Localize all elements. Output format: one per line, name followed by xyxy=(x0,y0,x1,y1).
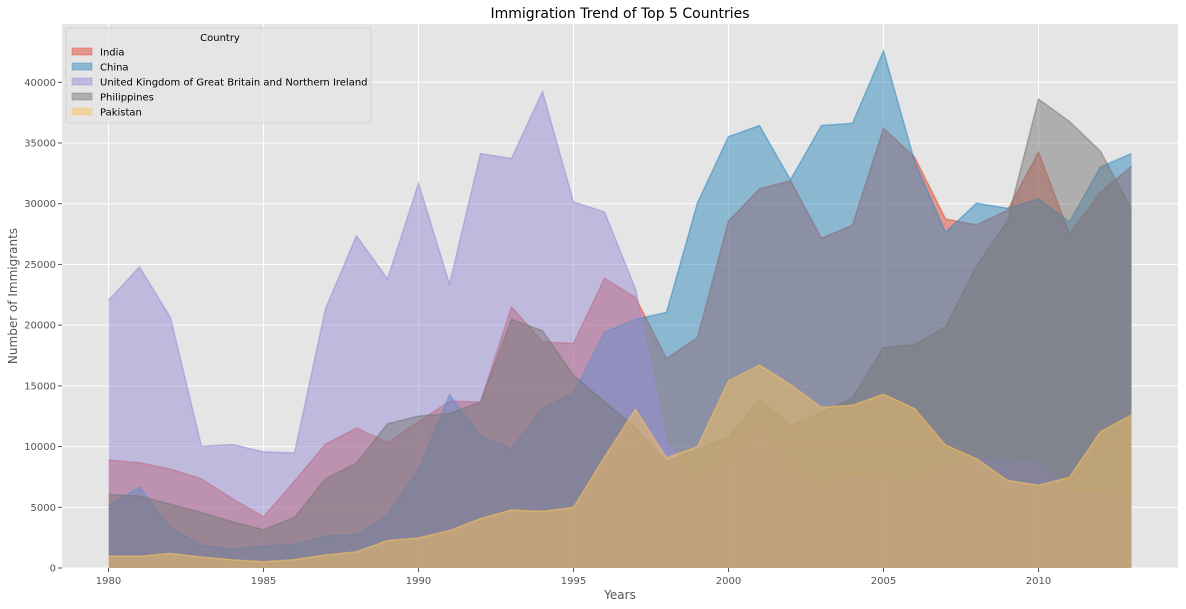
legend-swatch-philippines xyxy=(71,92,93,101)
legend-label-pakistan: Pakistan xyxy=(100,108,142,119)
legend-swatch-pakistan xyxy=(71,107,93,116)
chart-title: Immigration Trend of Top 5 Countries xyxy=(490,6,749,22)
line-pakistan xyxy=(108,364,1132,563)
legend-items: India China United Kingdom of Great Britai… xyxy=(71,47,368,119)
legend-label-united: United Kingdom of Great Britain and Nort… xyxy=(100,78,368,89)
y-axis-label: Number of Immigrants xyxy=(6,228,20,364)
y-tick-label: 0 xyxy=(50,564,56,575)
x-axis-ticks: 1980 1985 1990 1995 2000 2005 2010 xyxy=(96,568,1051,587)
area-pakistan xyxy=(108,365,1132,568)
x-tick-label: 1985 xyxy=(251,576,276,587)
area-series xyxy=(107,48,1133,569)
y-axis-ticks: 0 5000 10000 15000 20000 25000 30000 35000 40000 xyxy=(24,78,62,575)
y-tick-label: 30000 xyxy=(24,199,56,210)
x-axis-label: Years xyxy=(603,588,636,602)
x-tick-label: 1995 xyxy=(561,576,586,587)
x-tick-label: 2000 xyxy=(716,576,741,587)
y-tick-label: 10000 xyxy=(24,442,56,453)
legend-swatch-united xyxy=(71,77,93,86)
x-tick-label: 2005 xyxy=(871,576,896,587)
y-tick-label: 15000 xyxy=(24,381,56,392)
area-united xyxy=(108,91,1132,569)
y-tick-label: 40000 xyxy=(24,78,56,89)
line-philippines xyxy=(108,97,1133,531)
legend-swatch-india xyxy=(71,47,93,56)
legend-label-philippines: Philippines xyxy=(100,93,154,104)
legend-label-china: China xyxy=(100,63,129,74)
legend-label-india: India xyxy=(100,48,125,59)
legend: Country India China United Kingdom of Grea… xyxy=(65,27,372,124)
legend-box xyxy=(65,27,372,124)
y-tick-label: 20000 xyxy=(24,321,56,332)
y-tick-label: 25000 xyxy=(24,260,56,271)
x-tick-label: 1980 xyxy=(96,576,121,587)
x-tick-label: 2010 xyxy=(1026,576,1051,587)
legend-title: Country xyxy=(200,33,240,44)
legend-swatch-china xyxy=(71,62,93,71)
y-tick-label: 5000 xyxy=(31,503,56,514)
x-tick-label: 1990 xyxy=(406,576,431,587)
y-tick-label: 35000 xyxy=(24,139,56,150)
